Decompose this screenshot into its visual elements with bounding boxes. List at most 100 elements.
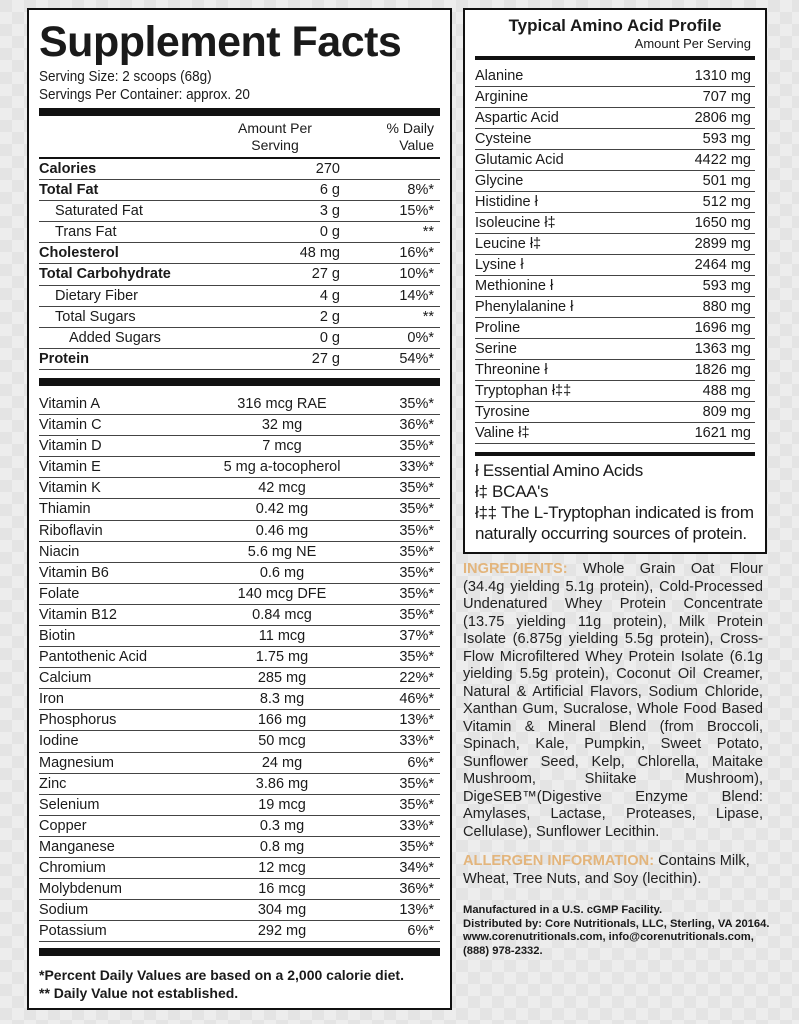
nutrient-row: Magnesium 24 mg 6%* xyxy=(39,753,440,774)
amino-row: Histidine ł 512 mg xyxy=(475,192,755,213)
amino-row: Tyrosine 809 mg xyxy=(475,402,755,423)
nutrient-amount: 5.6 mg NE xyxy=(247,543,317,560)
amino-amount: 2899 mg xyxy=(694,236,751,252)
nutrient-row: Selenium 19 mcg 35%* xyxy=(39,795,440,816)
nutrient-dv: 6%* xyxy=(407,923,434,940)
nutrient-amount: 0.84 mcg xyxy=(252,606,312,623)
amino-name: Lysine ł xyxy=(475,257,524,273)
amino-amount: 1650 mg xyxy=(694,215,751,231)
nutrient-name: Protein xyxy=(39,350,89,367)
nutrient-dv: 10%* xyxy=(399,266,434,283)
nutrient-amount: 7 mcg xyxy=(262,438,302,455)
nutrient-amount: 11 mcg xyxy=(258,627,306,644)
nutrient-dv: 46%* xyxy=(399,691,434,708)
nutrient-name: Vitamin A xyxy=(39,395,100,412)
nutrient-amount: 1.75 mg xyxy=(255,649,309,666)
amino-amount: 707 mg xyxy=(702,89,751,105)
nutrient-dv: 35%* xyxy=(399,395,434,412)
amino-amount: 1363 mg xyxy=(694,341,751,357)
nutrient-dv: 35%* xyxy=(399,775,434,792)
amino-name: Alanine xyxy=(475,68,524,84)
nutrient-row: Vitamin K 42 mcg 35%* xyxy=(39,478,440,500)
nutrient-row: Vitamin C 32 mg 36%* xyxy=(39,415,440,437)
manufacturer-info: Manufactured in a U.S. cGMP Facility. Di… xyxy=(463,904,797,958)
nutrient-amount: 27 g xyxy=(311,266,340,283)
nutrient-dv: 35%* xyxy=(399,438,434,455)
nutrient-amount: 16 mcg xyxy=(258,881,306,898)
nutrient-row: Total Carbohydrate 27 g 10%* xyxy=(39,264,440,286)
nutrient-name: Iodine xyxy=(39,733,79,750)
nutrient-dv: 13%* xyxy=(399,712,434,729)
allergen-text: Contains Milk, Wheat, Tree Nuts, and Soy… xyxy=(463,853,750,887)
nutrient-dv: 35%* xyxy=(399,606,434,623)
amino-name: Serine xyxy=(475,341,517,357)
nutrient-dv: 33%* xyxy=(399,733,434,750)
nutrient-amount: 0.8 mg xyxy=(259,838,305,855)
amino-row: Isoleucine ł‡ 1650 mg xyxy=(475,213,755,234)
footnote-dv: *Percent Daily Values are based on a 2,0… xyxy=(39,967,404,984)
amino-row: Proline 1696 mg xyxy=(475,318,755,339)
nutrient-amount: 3.86 mg xyxy=(255,775,309,792)
amino-amount: 1310 mg xyxy=(694,68,751,84)
nutrient-amount: 0.46 mg xyxy=(255,522,309,539)
nutrient-row: Cholesterol 48 mg 16%* xyxy=(39,243,440,265)
amino-row: Cysteine 593 mg xyxy=(475,129,755,150)
amino-name: Aspartic Acid xyxy=(475,110,559,126)
serving-size: Serving Size: 2 scoops (68g) xyxy=(39,68,212,85)
amino-name: Tryptophan ł‡‡ xyxy=(475,383,572,399)
amino-name: Methionine ł xyxy=(475,278,554,294)
nutrient-amount: 0.42 mg xyxy=(255,501,309,518)
nutrient-amount: 27 g xyxy=(311,350,340,367)
amino-amount: 488 mg xyxy=(702,383,751,399)
nutrient-amount: 19 mcg xyxy=(258,796,306,813)
nutrient-dv: 33%* xyxy=(399,817,434,834)
nutrient-name: Copper xyxy=(39,817,87,834)
nutrient-name: Vitamin E xyxy=(39,459,101,476)
nutrient-row: Vitamin A 316 mcg RAE 35%* xyxy=(39,394,440,416)
amino-name: Phenylalanine ł xyxy=(475,299,574,315)
nutrient-row: Potassium 292 mg 6%* xyxy=(39,921,440,943)
nutrient-amount: 292 mg xyxy=(257,923,307,940)
nutrient-name: Molybdenum xyxy=(39,881,123,898)
amino-amount: 1826 mg xyxy=(694,362,751,378)
amino-row: Glutamic Acid 4422 mg xyxy=(475,150,755,171)
ingredients-label: INGREDIENTS: xyxy=(463,561,568,577)
servings-per-container: Servings Per Container: approx. 20 xyxy=(39,86,250,103)
nutrient-amount: 4 g xyxy=(319,287,340,304)
nutrient-row: Phosphorus 166 mg 13%* xyxy=(39,710,440,732)
amino-row: Leucine ł‡ 2899 mg xyxy=(475,234,755,255)
nutrient-row: Niacin 5.6 mg NE 35%* xyxy=(39,542,440,563)
nutrient-dv: 35%* xyxy=(399,564,434,581)
amino-name: Leucine ł‡ xyxy=(475,236,542,252)
column-header: Amount Per Serving % Daily Value xyxy=(39,116,440,159)
nutrient-dv: 13%* xyxy=(399,902,434,919)
nutrient-amount: 316 mcg RAE xyxy=(237,395,327,412)
col-dv: % Daily Value xyxy=(386,120,434,153)
nutrient-name: Calcium xyxy=(39,670,92,687)
divider xyxy=(475,452,755,456)
amino-row: Threonine ł 1826 mg xyxy=(475,360,755,381)
nutrient-row: Zinc 3.86 mg 35%* xyxy=(39,774,440,795)
note-tryptophan: ł‡‡ The L-Tryptophan indicated is from n… xyxy=(475,503,754,543)
nutrient-row: Iodine 50 mcg 33%* xyxy=(39,731,440,753)
nutrient-name: Calories xyxy=(39,161,97,177)
nutrient-name: Riboflavin xyxy=(39,522,103,539)
nutrient-row: Added Sugars 0 g 0%* xyxy=(39,328,440,349)
amino-row: Arginine 707 mg xyxy=(475,87,755,108)
footnote-not-established: ** Daily Value not established. xyxy=(39,985,239,1002)
amino-row: Phenylalanine ł 880 mg xyxy=(475,297,755,318)
nutrient-name: Pantothenic Acid xyxy=(39,649,148,666)
nutrient-amount: 6 g xyxy=(319,182,340,199)
nutrient-name: Zinc xyxy=(39,775,67,792)
divider xyxy=(475,56,755,60)
nutrient-name: Vitamin D xyxy=(39,438,102,455)
divider xyxy=(39,108,440,116)
nutrient-amount: 32 mg xyxy=(261,417,303,434)
amino-name: Valine ł‡ xyxy=(475,425,530,441)
allergen-label: ALLERGEN INFORMATION: xyxy=(463,853,655,869)
mfg-line: Distributed by: Core Nutritionals, LLC, … xyxy=(463,917,770,930)
amino-amount: 593 mg xyxy=(702,278,751,294)
amino-amount: 880 mg xyxy=(702,299,751,315)
nutrient-name: Dietary Fiber xyxy=(55,287,138,304)
amino-name: Glutamic Acid xyxy=(475,152,564,168)
